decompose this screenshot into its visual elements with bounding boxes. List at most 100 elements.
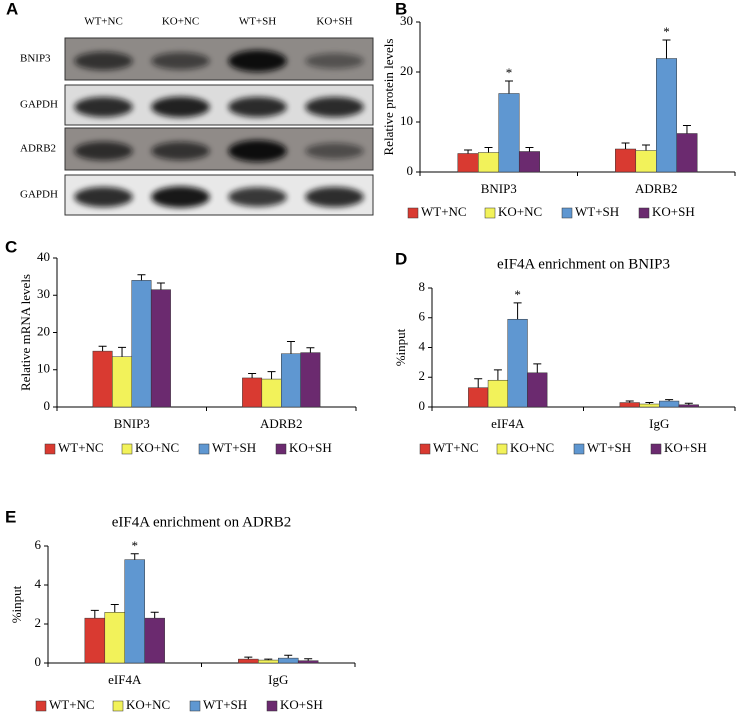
legend-label: KO+SH — [664, 440, 707, 455]
legend-swatch — [561, 207, 573, 219]
bar — [518, 151, 540, 173]
error-bar — [264, 658, 273, 661]
error-bar — [665, 399, 674, 402]
bar — [468, 387, 489, 408]
y-tick-label: 0 — [44, 398, 51, 413]
bar — [84, 617, 106, 664]
error-bar — [137, 274, 146, 281]
y-tick-label: 6 — [35, 537, 42, 552]
row-label: GAPDH — [20, 189, 58, 201]
lane-label: WT+SH — [239, 16, 276, 28]
legend-swatch — [121, 443, 133, 455]
x-tick-label: eIF4A — [108, 672, 142, 687]
band — [228, 140, 287, 162]
legend-swatch — [198, 443, 210, 455]
bar — [104, 612, 125, 664]
x-tick-label: IgG — [268, 672, 288, 687]
bar — [238, 658, 259, 664]
bar — [300, 352, 321, 408]
y-tick-label: 20 — [400, 63, 413, 78]
bar — [635, 150, 657, 173]
row-label: BNIP3 — [20, 53, 51, 65]
legend-label: WT+NC — [421, 204, 467, 219]
bar — [656, 58, 677, 173]
bar — [457, 153, 479, 173]
error-bar — [645, 402, 654, 405]
significance-mark: * — [663, 24, 670, 39]
y-tick-label: 0 — [407, 163, 414, 178]
error-bar — [248, 372, 257, 378]
error-bar — [110, 604, 119, 613]
y-tick-label: 4 — [419, 338, 426, 353]
x-tick-label: IgG — [649, 416, 669, 431]
bar — [92, 350, 113, 408]
error-bar — [244, 656, 253, 660]
legend-label: WT+NC — [58, 440, 104, 455]
legend-label: WT+SH — [203, 697, 247, 712]
band — [228, 96, 287, 118]
error-bar — [504, 80, 513, 94]
bar — [261, 378, 282, 408]
legend-label: KO+NC — [135, 440, 179, 455]
y-tick-label: 2 — [419, 368, 426, 383]
legend-label: WT+SH — [587, 440, 631, 455]
legend-label: KO+SH — [289, 440, 332, 455]
x-tick-label: BNIP3 — [114, 416, 150, 431]
legend-swatch — [650, 443, 662, 455]
y-axis-label: Relative protein levels — [381, 39, 396, 156]
legend-label: KO+NC — [510, 440, 554, 455]
error-bar — [525, 147, 534, 152]
bar — [242, 377, 263, 408]
error-bar — [484, 147, 493, 153]
error-bar — [98, 345, 107, 352]
error-bar — [684, 402, 693, 405]
bar — [527, 372, 548, 408]
band — [151, 186, 210, 208]
legend-swatch — [275, 443, 287, 455]
panel-label: E — [5, 507, 16, 526]
x-tick-label: BNIP3 — [481, 181, 517, 196]
legend-swatch — [266, 700, 278, 712]
bar — [144, 617, 165, 664]
y-tick-label: 2 — [35, 615, 42, 630]
y-tick-label: 10 — [37, 361, 50, 376]
bar — [297, 660, 319, 664]
x-tick-label: ADRB2 — [635, 181, 678, 196]
row-label: GAPDH — [20, 99, 58, 111]
bar — [478, 152, 499, 173]
error-bar — [90, 609, 99, 619]
error-bar — [682, 125, 691, 134]
x-tick-label: ADRB2 — [260, 416, 303, 431]
y-axis-label: Relative mRNA levels — [18, 274, 33, 391]
y-tick-label: 8 — [419, 279, 426, 294]
bar — [278, 657, 299, 664]
panel-label: C — [5, 237, 17, 256]
significance-mark: * — [506, 65, 513, 80]
bar — [639, 403, 660, 408]
chart-title: eIF4A enrichment on BNIP3 — [497, 256, 670, 272]
legend-label: KO+NC — [498, 204, 542, 219]
legend-label: WT+SH — [212, 440, 256, 455]
legend-label: WT+NC — [433, 440, 479, 455]
error-bar — [533, 363, 542, 373]
y-tick-label: 10 — [400, 113, 413, 128]
legend-swatch — [496, 443, 508, 455]
band — [305, 96, 364, 118]
lane-label: KO+SH — [316, 16, 352, 28]
legend-swatch — [44, 443, 56, 455]
error-bar — [304, 658, 313, 661]
error-bar — [625, 400, 634, 403]
error-bar — [118, 346, 127, 357]
error-bar — [642, 144, 651, 151]
band — [151, 52, 210, 70]
error-bar — [150, 611, 159, 619]
bar — [615, 148, 637, 173]
band — [305, 143, 364, 159]
band — [74, 141, 133, 161]
error-bar — [130, 553, 139, 560]
error-bar — [464, 149, 473, 154]
y-tick-label: 30 — [400, 13, 413, 28]
panel-label: B — [395, 0, 407, 18]
bar — [507, 318, 528, 408]
